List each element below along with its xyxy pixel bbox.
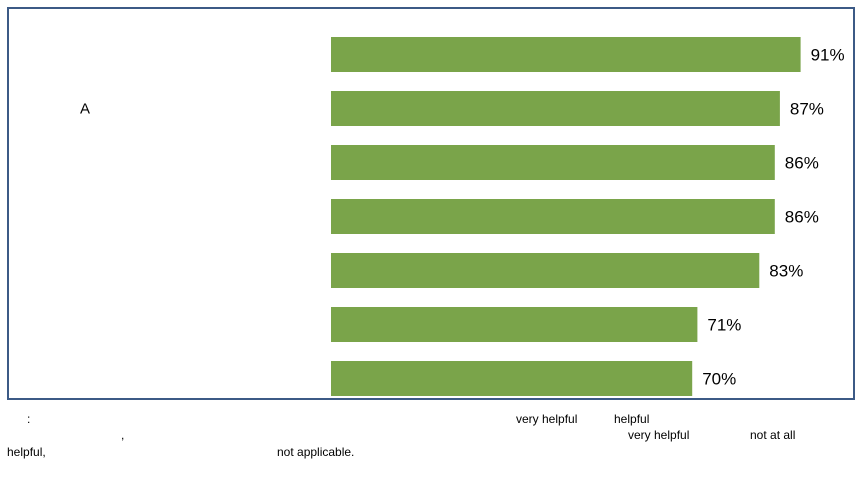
footnote-marker: : (27, 412, 31, 426)
bar-4 (331, 253, 760, 288)
value-label-3: 86% (785, 208, 819, 227)
category-label-1: A (80, 101, 90, 118)
value-label-5: 71% (707, 316, 741, 335)
bar-6 (331, 361, 693, 396)
bar-2 (331, 145, 775, 180)
value-label-4: 83% (769, 262, 803, 281)
footnote-comma: , (121, 428, 125, 442)
chart-frame: 91% 87% A 86% 86% 83% 71% 70% (7, 7, 855, 400)
footnote-very-helpful: very helpful (516, 412, 578, 426)
footnote-helpful-2: helpful, (7, 445, 46, 459)
value-label-2: 86% (785, 154, 819, 173)
footnote-helpful: helpful (614, 412, 650, 426)
bar-5 (331, 307, 698, 342)
value-label-0: 91% (811, 46, 845, 65)
bar-chart: 91% 87% A 86% 86% 83% 71% 70% (80, 37, 845, 396)
bar-0 (331, 37, 801, 72)
footnote-not-applicable: not applicable. (277, 445, 355, 459)
footnote: : very helpful helpful , very helpful no… (7, 412, 855, 500)
value-label-1: 87% (790, 100, 824, 119)
bar-3 (331, 199, 775, 234)
bar-1 (331, 91, 780, 126)
footnote-not-at-all: not at all (750, 428, 796, 442)
value-label-6: 70% (702, 370, 736, 389)
footnote-very-helpful-2: very helpful (628, 428, 690, 442)
